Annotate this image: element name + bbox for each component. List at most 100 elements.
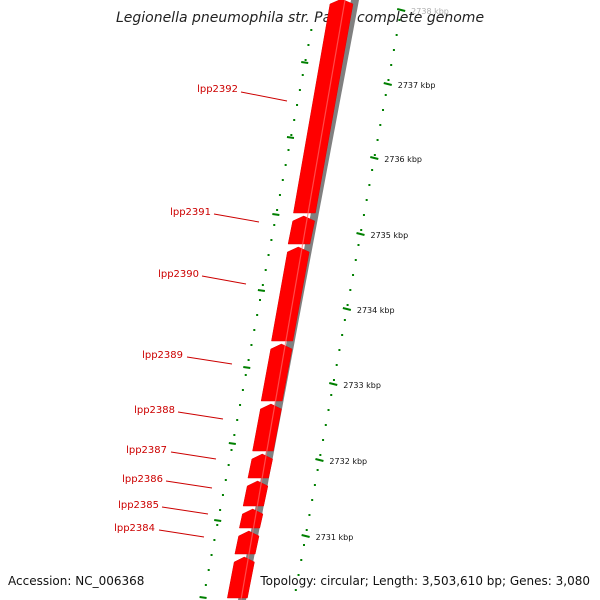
outer-dot: [387, 79, 390, 81]
gene-label: lpp2387: [126, 445, 167, 456]
gene-label: lpp2386: [122, 474, 163, 485]
outer-dot: [343, 319, 346, 321]
gene-segment: [239, 508, 264, 529]
outer-dot: [346, 304, 349, 306]
gene-leader-line: [213, 213, 260, 223]
gene-track: [227, 0, 354, 600]
outer-dot: [311, 499, 314, 501]
inner-dot: [270, 239, 273, 241]
outer-dot: [319, 454, 322, 456]
gene-label: lpp2389: [142, 350, 183, 361]
inner-dot: [250, 344, 253, 346]
gene-highlight: [240, 0, 346, 600]
outer-dot: [330, 394, 333, 396]
outer-dot: [360, 229, 363, 231]
scale-tick: [383, 82, 392, 86]
gene-label: lpp2388: [134, 405, 175, 416]
outer-dot: [390, 64, 393, 66]
inner-dot: [273, 224, 276, 226]
inner-dot: [219, 509, 222, 511]
inner-dot: [210, 554, 213, 556]
inner-dot: [296, 104, 299, 106]
outer-dot: [384, 94, 387, 96]
gene-label: lpp2385: [118, 500, 159, 511]
inner-dot: [227, 464, 230, 466]
outer-dot: [392, 49, 395, 51]
outer-dot: [376, 139, 379, 141]
outer-dot: [308, 514, 311, 516]
inner-dot: [276, 209, 279, 211]
outer-dot: [379, 124, 382, 126]
outer-dot: [341, 334, 344, 336]
inner-dot: [253, 329, 256, 331]
outer-dot: [354, 259, 357, 261]
gene-segment: [247, 453, 273, 479]
inner-dot: [290, 134, 293, 136]
inner-tick: [243, 366, 251, 369]
gene-segment: [260, 343, 293, 402]
outer-dot: [373, 154, 376, 156]
inner-dot: [310, 29, 313, 31]
outer-dot: [300, 559, 303, 561]
inner-dot: [224, 479, 227, 481]
scale-tick-label: 2733 kbp: [343, 381, 381, 390]
scale-labels: 2738 kbp 2737 kbp 2736 kbp 2735 kbp 2734 kbp…: [316, 7, 449, 542]
inner-dot: [287, 149, 290, 151]
inner-dot: [230, 449, 233, 451]
outer-dot: [371, 169, 374, 171]
inner-dot: [261, 284, 264, 286]
scale-tick-label: 2732 kbp: [329, 457, 367, 466]
outer-dot: [327, 409, 330, 411]
inner-tick: [214, 519, 222, 522]
gene-label: lpp2392: [197, 84, 238, 95]
outer-tick-ring: [294, 8, 406, 591]
inner-dot: [301, 74, 304, 76]
gene-segment: [234, 530, 260, 555]
inner-dot: [236, 419, 239, 421]
gene-label: lpp2390: [158, 269, 199, 280]
inner-dot: [241, 389, 244, 391]
gene-leader-line: [177, 411, 224, 420]
inner-dot: [281, 179, 284, 181]
inner-dot: [298, 89, 301, 91]
outer-dot: [297, 574, 300, 576]
outer-dot: [316, 469, 319, 471]
scale-tick: [301, 534, 310, 538]
accession-text: Accession: NC_006368: [8, 574, 145, 588]
inner-tick: [272, 213, 280, 216]
outer-dot: [338, 349, 341, 351]
outer-dot: [294, 589, 297, 591]
scale-tick: [328, 382, 338, 386]
inner-dot: [293, 119, 296, 121]
scale-tick-label: 2736 kbp: [384, 155, 422, 164]
inner-dot: [233, 434, 236, 436]
outer-dot: [382, 109, 385, 111]
inner-dot: [256, 314, 259, 316]
gene-leader-line: [170, 451, 217, 460]
outer-dot: [398, 19, 401, 21]
gene-segment: [293, 0, 354, 214]
outer-dot: [352, 274, 355, 276]
scale-tick: [356, 232, 365, 236]
inner-dot: [267, 254, 270, 256]
scale-tick-label: 2734 kbp: [357, 306, 395, 315]
inner-dot: [307, 44, 310, 46]
inner-dot: [213, 539, 216, 541]
inner-dot: [278, 194, 281, 196]
outer-dot: [313, 484, 316, 486]
outer-dot: [349, 289, 352, 291]
gene-leader-line: [161, 506, 209, 515]
inner-tick: [257, 289, 266, 292]
inner-dot: [247, 359, 250, 361]
outer-dot: [305, 529, 308, 531]
inner-dot: [244, 374, 247, 376]
inner-dot: [264, 269, 267, 271]
gene-leader-line: [165, 480, 213, 489]
scale-tick: [370, 156, 379, 160]
outer-dot: [335, 364, 338, 366]
scale-tick: [396, 8, 406, 12]
inner-tick-ring: [199, 29, 313, 599]
gene-labels: lpp2392 lpp2391 lpp2390 lpp2389 lpp2388 lpp23…: [114, 84, 288, 538]
inner-tick: [228, 442, 236, 445]
